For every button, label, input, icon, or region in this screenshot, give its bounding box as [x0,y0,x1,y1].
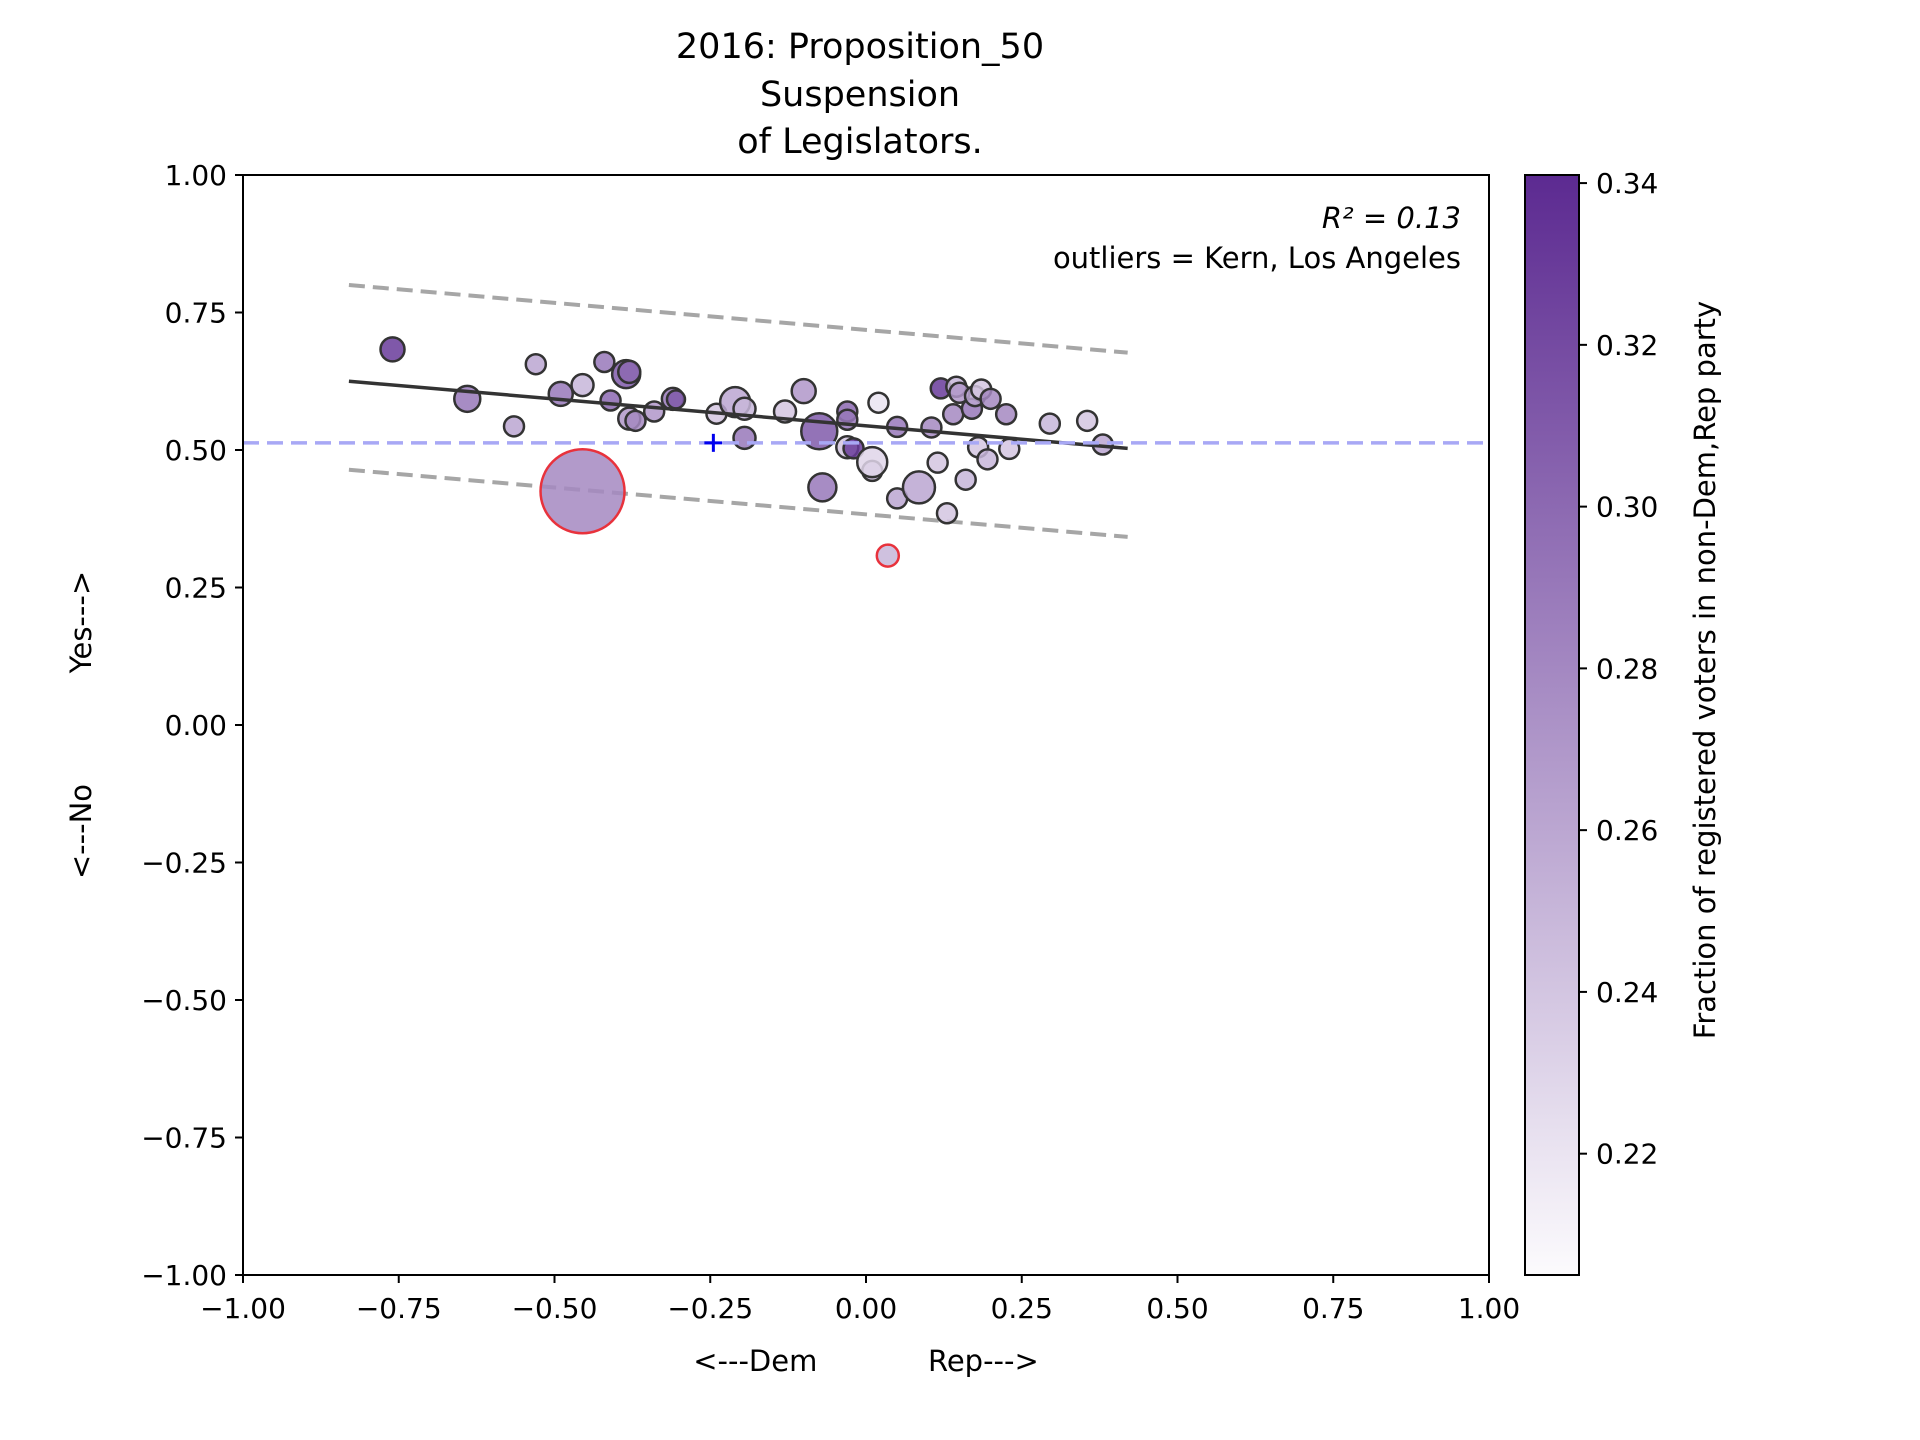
data-point [570,372,595,398]
data-point [976,448,999,471]
data-point [926,451,949,474]
data-point [379,336,406,363]
data-point [1075,409,1099,433]
colorbar-tick-label: 0.22 [1596,1138,1658,1171]
overlay-layer [243,379,1489,452]
data-point [1038,412,1062,435]
data-point [855,445,889,479]
outliers-annotation: outliers = Kern, Los Angeles [1053,241,1461,275]
data-point [920,416,943,439]
data-point [941,403,965,426]
data-point [599,389,622,412]
y-axis-label: <---No Yes---> [64,571,98,879]
data-point [665,389,687,410]
outlier-point [539,448,626,535]
y-tick-label: −0.25 [141,847,227,880]
y-tick-label: 1.00 [165,159,227,192]
data-point [790,377,817,405]
data-point [979,387,1002,411]
data-point [617,359,642,385]
data-point [593,350,616,374]
upper-prediction-band [348,283,1128,355]
data-point [732,425,757,451]
data-point [642,400,666,423]
lower-prediction-band [348,467,1128,539]
colorbar-tick-label: 0.32 [1596,329,1658,362]
x-tick-label: 1.00 [1458,1292,1520,1325]
x-tick-label: −1.00 [200,1292,286,1325]
outlier-point [875,543,901,568]
colorbar-tick-label: 0.30 [1596,491,1658,524]
data-point [994,403,1018,426]
data-point [807,472,838,503]
colorbar-axis: 0.22 0.24 0.26 0.28 0.30 0.32 0.34 [1579,167,1658,1171]
data-point [954,468,977,491]
y-tick-label: 0.00 [165,709,227,742]
colorbar-tick-label: 0.26 [1596,814,1658,847]
chart-title-line-2: Suspension [760,75,960,115]
y-tick-label: 0.50 [165,434,227,467]
y-tick-label: −0.50 [141,984,227,1017]
colorbar-label: Fraction of registered voters in non-Dem… [1688,301,1722,1039]
y-tick-label: 0.75 [165,297,227,330]
data-point [547,380,574,408]
plot-area [243,175,1489,1275]
chart-title-line-3: of Legislators. [737,122,983,162]
y-axis: −1.00 −0.75 −0.50 −0.25 0.00 0.25 0.50 0.75 1.00 [141,159,243,1292]
x-tick-label: 0.00 [835,1292,897,1325]
regression-line [348,379,1128,451]
band-layer [348,283,1128,539]
x-tick-label: −0.75 [356,1292,442,1325]
x-axis-label: <---Dem Rep---> [693,1344,1039,1378]
colorbar-tick-label: 0.28 [1596,652,1658,685]
colorbar-tick-label: 0.24 [1596,976,1658,1009]
y-tick-label: −1.00 [141,1259,227,1292]
x-tick-label: −0.25 [667,1292,753,1325]
data-point [524,352,548,376]
y-tick-label: −0.75 [141,1122,227,1155]
chart-title-line-1: 2016: Proposition_50 [676,27,1044,67]
colorbar-tick-label: 0.34 [1596,167,1658,200]
x-tick-label: 0.75 [1302,1292,1364,1325]
data-point [867,391,890,414]
x-tick-label: −0.50 [512,1292,598,1325]
data-point [901,470,937,505]
data-point [502,415,526,438]
x-tick-label: 0.50 [1146,1292,1208,1325]
data-point [836,408,859,431]
data-point [624,409,647,433]
y-tick-label: 0.25 [165,572,227,605]
x-axis: −1.00 −0.75 −0.50 −0.25 0.00 0.25 0.50 0.75 1.00 [200,1275,1520,1325]
x-tick-label: 0.25 [991,1292,1053,1325]
r-squared-annotation: R² = 0.13 [1322,201,1461,235]
data-point [935,502,959,525]
colorbar [1524,174,1580,1276]
